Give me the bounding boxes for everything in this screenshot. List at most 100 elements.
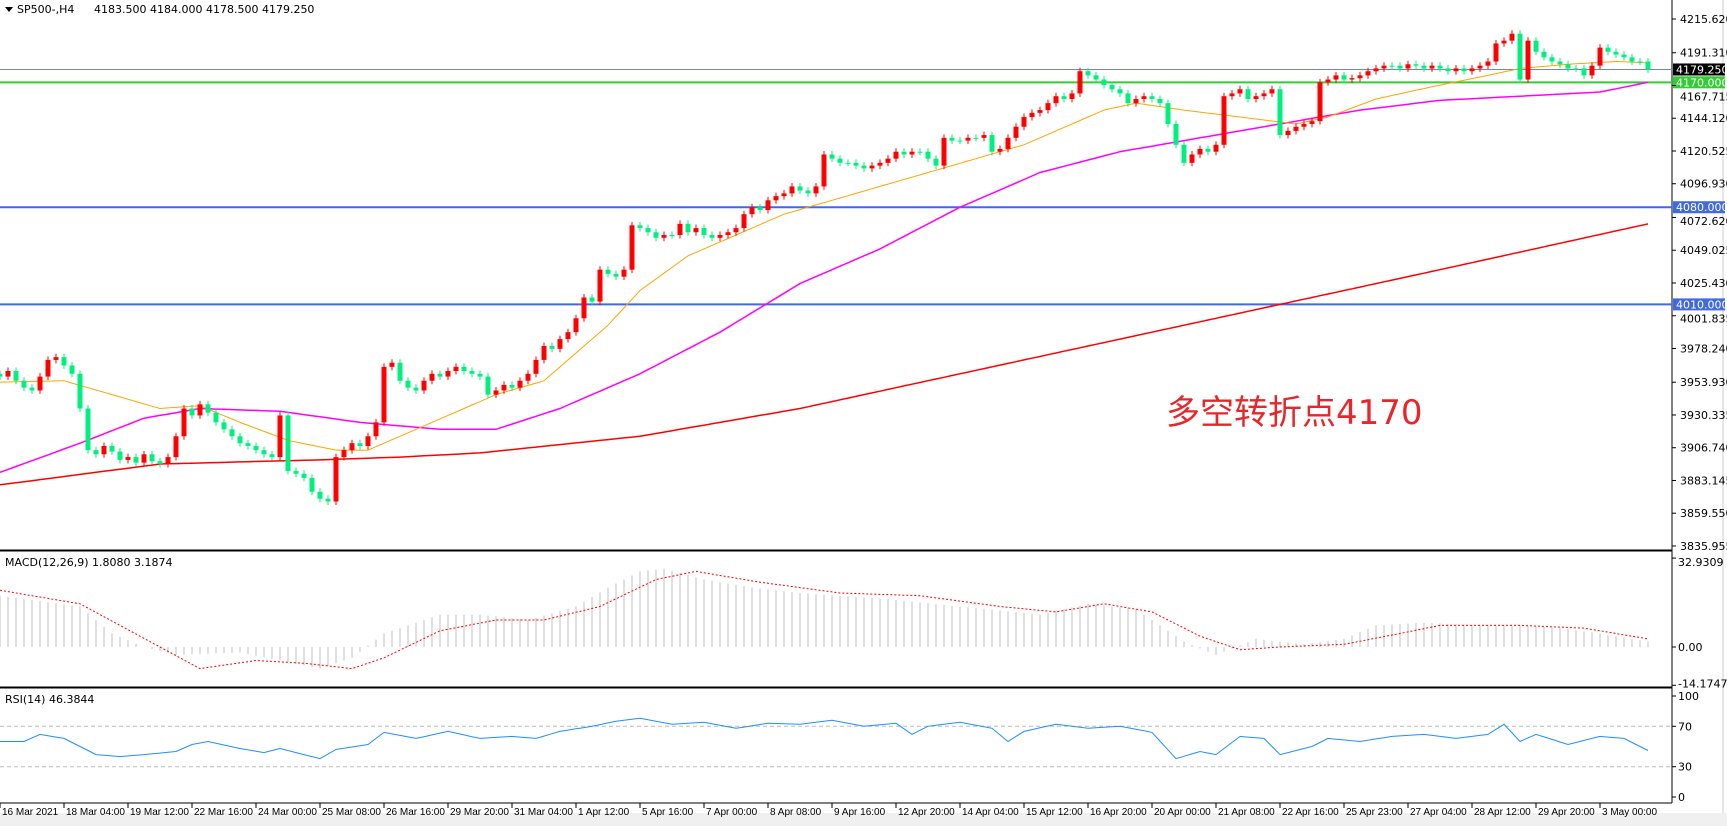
bull-candle (565, 332, 571, 340)
macd-tick-label: 32.9309 (1678, 556, 1724, 569)
bear-candle (1149, 96, 1155, 99)
time-tick-label: 28 Apr 12:00 (1474, 807, 1531, 818)
bear-candle (77, 373, 83, 409)
bull-candle (445, 371, 451, 377)
bull-candle (893, 151, 899, 159)
bull-candle (165, 457, 171, 465)
bear-candle (413, 387, 419, 391)
bull-candle (1005, 137, 1011, 149)
bear-candle (1637, 61, 1643, 63)
bull-candle (677, 223, 683, 236)
time-tick-label: 9 Apr 16:00 (834, 807, 886, 818)
bear-candle (61, 357, 67, 366)
bull-candle (1493, 43, 1499, 62)
bear-candle (397, 362, 403, 381)
bear-candle (1605, 47, 1611, 52)
bull-candle (173, 436, 179, 458)
bear-candle (1413, 64, 1419, 66)
price-tick-label: 4167.715 (1680, 90, 1727, 103)
bull-candle (1301, 123, 1307, 127)
bull-candle (909, 151, 915, 155)
bull-candle (981, 135, 987, 138)
bull-candle (1077, 71, 1083, 94)
price-tick-label: 3835.955 (1680, 540, 1727, 553)
price-tick-label: 4001.835 (1680, 312, 1727, 325)
bear-candle (853, 162, 859, 166)
price-tick-label: 3953.930 (1680, 376, 1727, 389)
bull-candle (1141, 96, 1147, 99)
bull-candle (1325, 79, 1331, 83)
bear-candle (133, 457, 139, 463)
bull-candle (941, 137, 947, 166)
bear-candle (109, 445, 115, 452)
annotation-text[interactable]: 多空转折点4170 (1166, 393, 1423, 433)
price-tick-label: 4144.120 (1680, 112, 1727, 125)
bear-candle (1437, 65, 1443, 69)
bear-candle (757, 207, 763, 211)
bull-candle (661, 235, 667, 238)
bear-candle (917, 151, 923, 153)
bull-candle (1053, 96, 1059, 104)
bull-candle (1069, 93, 1075, 99)
bear-candle (613, 273, 619, 277)
ma-mid-line (0, 81, 1649, 474)
bear-candle (205, 404, 211, 413)
macd-tick-label: -14.1747 (1678, 677, 1727, 690)
bull-candle (373, 422, 379, 437)
bull-candle (1253, 96, 1259, 99)
rsi-label: RSI(14) 46.3844 (5, 693, 94, 706)
rsi-tick-label: 0 (1678, 791, 1685, 804)
bull-candle (453, 366, 459, 372)
bear-candle (285, 415, 291, 471)
bull-candle (821, 154, 827, 187)
bull-candle (813, 186, 819, 194)
bull-candle (533, 359, 539, 374)
bear-candle (1549, 57, 1555, 62)
bull-candle (1013, 126, 1019, 138)
bull-candle (717, 235, 723, 238)
bear-candle (805, 190, 811, 194)
price-tick-label: 3978.240 (1680, 342, 1727, 355)
bull-candle (1477, 65, 1483, 69)
macd-panel (0, 568, 1649, 670)
bear-candle (189, 408, 195, 416)
bear-candle (1205, 148, 1211, 152)
bear-candle (901, 151, 907, 155)
bull-candle (517, 380, 523, 388)
bear-candle (157, 461, 163, 465)
bull-candle (101, 445, 107, 455)
bull-candle (1405, 64, 1411, 69)
bear-candle (1085, 71, 1091, 76)
time-tick-label: 16 Mar 2021 (2, 807, 59, 818)
bear-candle (653, 232, 659, 238)
bull-candle (877, 162, 883, 166)
bull-candle (1189, 154, 1195, 163)
bear-candle (293, 470, 299, 474)
bear-candle (949, 137, 955, 141)
status-strip (0, 813, 1727, 826)
bull-candle (421, 380, 427, 391)
time-tick-label: 12 Apr 20:00 (898, 807, 955, 818)
header: SP500-,H4 4183.500 4184.000 4178.500 417… (5, 3, 314, 16)
ma-fast-line (0, 60, 1649, 451)
bull-candle (1469, 68, 1475, 72)
time-tick-label: 5 Apr 16:00 (642, 807, 694, 818)
price-axis: 4215.620 4191.310 4167.715 4144.120 4120.525… (1672, 13, 1727, 804)
bull-candle (1453, 68, 1459, 72)
level-tag-label: 4179.250 (1676, 63, 1727, 76)
bear-candle (93, 450, 99, 455)
bear-candle (1173, 123, 1179, 145)
bull-candle (5, 371, 11, 377)
bull-candle (1197, 148, 1203, 155)
bear-candle (1125, 93, 1131, 104)
bull-candle (741, 214, 747, 229)
time-tick-label: 20 Apr 00:00 (1154, 807, 1211, 818)
collapse-triangle-icon[interactable] (5, 7, 13, 12)
macd-tick-label: 0.00 (1678, 641, 1703, 654)
bull-candle (1037, 110, 1043, 113)
time-tick-label: 27 Apr 04:00 (1410, 807, 1467, 818)
bull-candle (429, 373, 435, 381)
